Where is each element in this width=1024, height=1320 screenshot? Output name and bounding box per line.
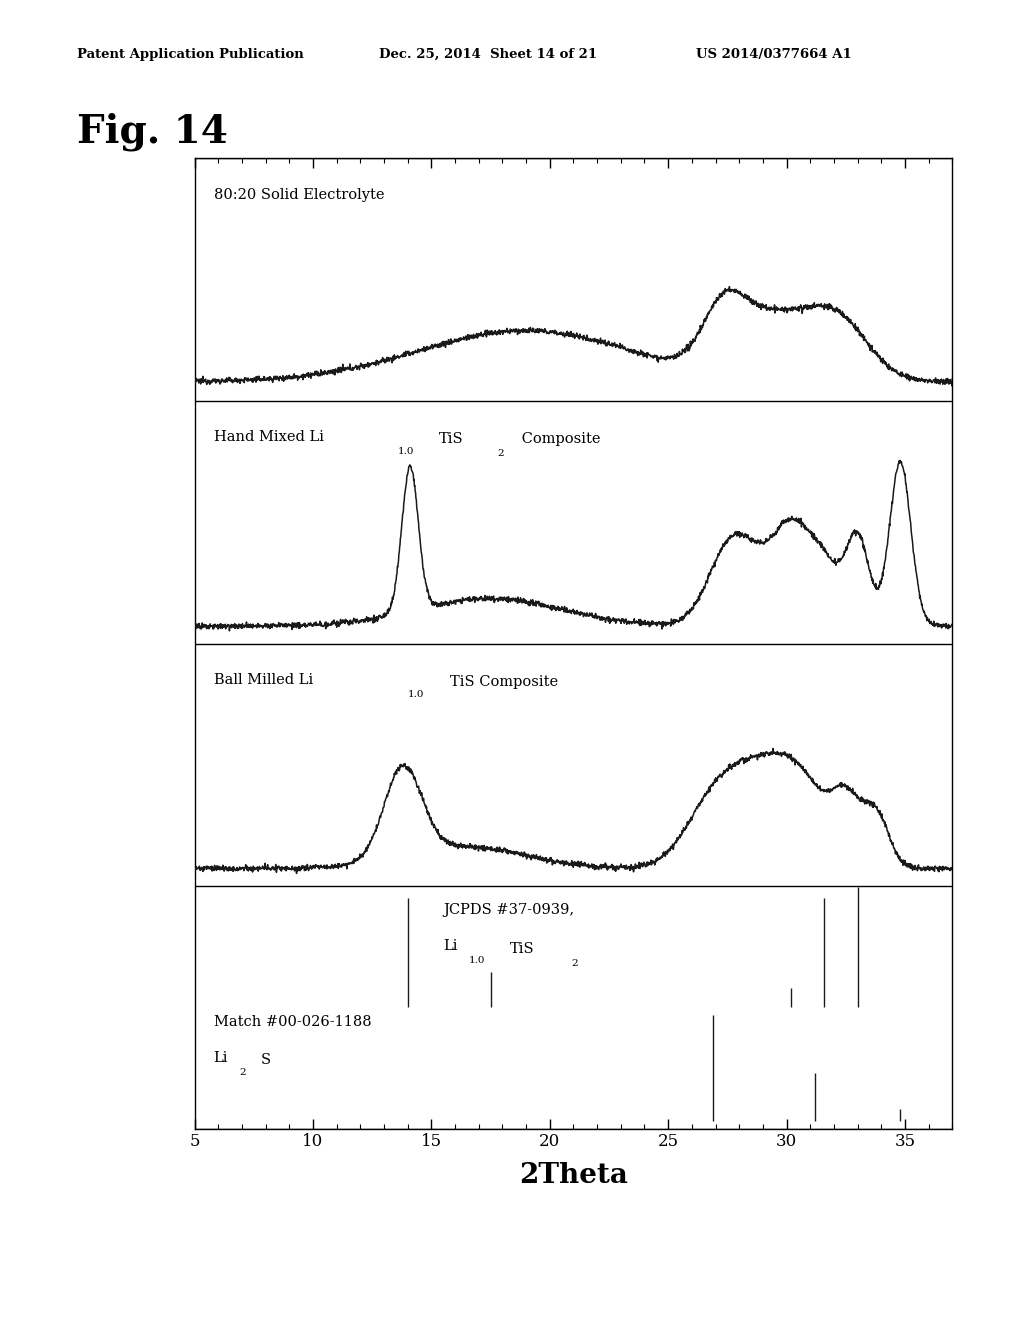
Text: Composite: Composite xyxy=(517,433,600,446)
Text: Ball Milled Li: Ball Milled Li xyxy=(213,673,312,686)
Text: Fig. 14: Fig. 14 xyxy=(77,112,227,150)
Text: 1.0: 1.0 xyxy=(408,689,424,698)
Text: TiS: TiS xyxy=(510,942,535,956)
Text: Li: Li xyxy=(213,1051,228,1065)
Text: Match #00-026-1188: Match #00-026-1188 xyxy=(213,1015,371,1028)
Text: TiS: TiS xyxy=(438,433,463,446)
Text: 2: 2 xyxy=(571,958,578,968)
Text: 1.0: 1.0 xyxy=(469,957,485,965)
Text: 80:20 Solid Electrolyte: 80:20 Solid Electrolyte xyxy=(213,187,384,202)
Text: TiS Composite: TiS Composite xyxy=(451,675,558,689)
Text: 2: 2 xyxy=(498,450,504,458)
Text: JCPDS #37-0939,: JCPDS #37-0939, xyxy=(443,903,574,917)
Text: 2: 2 xyxy=(240,1068,246,1077)
Text: Dec. 25, 2014  Sheet 14 of 21: Dec. 25, 2014 Sheet 14 of 21 xyxy=(379,48,597,61)
Text: Li: Li xyxy=(443,940,458,953)
Text: Hand Mixed Li: Hand Mixed Li xyxy=(213,430,324,444)
Text: S: S xyxy=(261,1053,271,1068)
Text: US 2014/0377664 A1: US 2014/0377664 A1 xyxy=(696,48,852,61)
Text: Patent Application Publication: Patent Application Publication xyxy=(77,48,303,61)
X-axis label: 2Theta: 2Theta xyxy=(519,1162,628,1188)
Text: 1.0: 1.0 xyxy=(398,447,415,455)
